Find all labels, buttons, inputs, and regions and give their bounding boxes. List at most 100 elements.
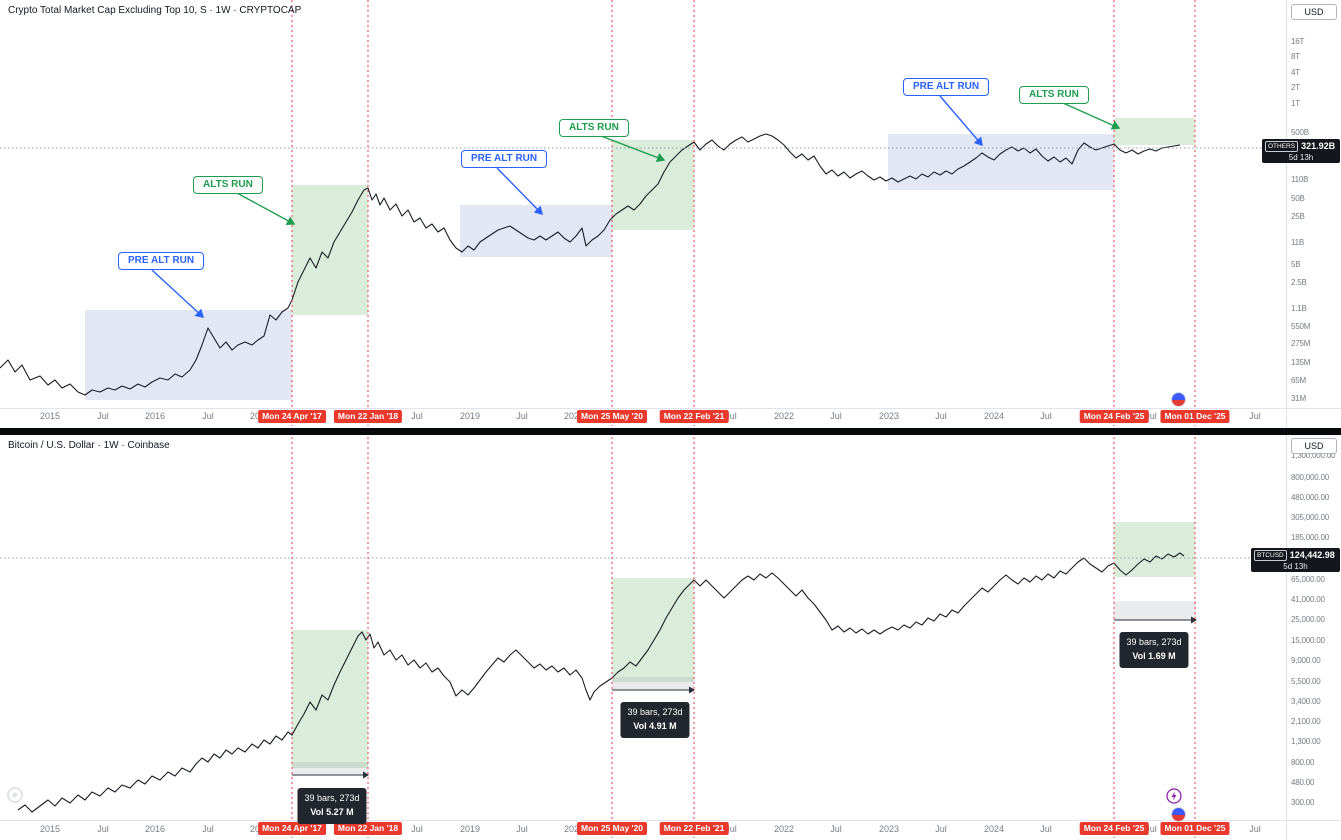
annotation-pre-alt-run[interactable]: PRE ALT RUN (461, 150, 548, 168)
annotation-pre-alt-run[interactable]: PRE ALT RUN (118, 252, 205, 270)
price-tick-label: 3,400.00 (1291, 697, 1321, 706)
annotation-alts-run[interactable]: ALTS RUN (193, 176, 263, 194)
callout-arrow (496, 167, 543, 216)
panel-divider[interactable] (0, 428, 1341, 435)
annotation-alts-run[interactable]: ALTS RUN (1019, 86, 1089, 104)
date-marker-label: Mon 01 Dec '25 (1160, 822, 1230, 835)
date-marker-label: Mon 25 May '20 (576, 410, 648, 423)
time-tick-label: Jul (97, 411, 109, 421)
last-price-tag-btcusd: BTCUSD 124,442.98 5d 13h (1251, 548, 1340, 572)
time-tick-label: Jul (516, 411, 528, 421)
time-tick-label: Jul (1040, 411, 1052, 421)
annotation-alts-run[interactable]: ALTS RUN (559, 119, 629, 137)
bottom-panel-title[interactable]: Bitcoin / U.S. Dollar · 1W · Coinbase (8, 440, 170, 451)
time-tick-label: Jul (935, 824, 947, 834)
highlight-region-pre-alt-run[interactable] (460, 205, 612, 257)
time-tick-label: 2019 (459, 411, 481, 421)
time-tick-label: 2020 (563, 824, 585, 834)
date-marker-label: Mon 22 Feb '21 (659, 822, 729, 835)
time-tick-label: 2019 (459, 824, 481, 834)
last-price-row: OTHERS 321.92B (1265, 140, 1337, 152)
price-tick-label: 65M (1291, 376, 1306, 385)
date-marker-label: Mon 24 Feb '25 (1079, 410, 1149, 423)
measure-info-box[interactable]: 39 bars, 273d Vol 4.91 M (620, 702, 690, 738)
time-tick-label: 2023 (878, 411, 900, 421)
price-tick-label: 2,100.00 (1291, 717, 1321, 726)
price-tick-label: 2.5B (1291, 278, 1307, 287)
price-tick-label: 110B (1291, 175, 1309, 184)
currency-toggle-bottom[interactable]: USD (1291, 438, 1337, 454)
time-tick-label: 2015 (39, 824, 61, 834)
boost-lightning-icon[interactable] (1166, 788, 1182, 809)
price-axis-separator[interactable] (1286, 0, 1287, 840)
measure-band[interactable] (292, 762, 368, 775)
price-tick-label: 1T (1291, 99, 1300, 108)
highlight-region-alts-run[interactable] (292, 185, 368, 315)
time-tick-label: Jul (1249, 411, 1261, 421)
symbol-badge-others: OTHERS (1265, 140, 1299, 152)
date-marker-label: Mon 22 Jan '18 (333, 822, 403, 835)
top-panel-title[interactable]: Crypto Total Market Cap Excluding Top 10… (8, 5, 302, 16)
price-tick-label: 11B (1291, 238, 1305, 247)
time-tick-label: 2022 (773, 411, 795, 421)
cryptocap-logo-icon (1171, 392, 1186, 407)
measure-band[interactable] (612, 677, 694, 690)
highlight-region-alts-run[interactable] (1114, 118, 1195, 145)
measure-info-box[interactable]: 39 bars, 273d Vol 5.27 M (297, 788, 367, 824)
price-tick-label: 800,000.00 (1291, 473, 1330, 482)
symbol-logo-icon-bottom[interactable] (1171, 807, 1186, 822)
date-marker-label: Mon 24 Apr '17 (258, 410, 326, 423)
last-price-value-others: 321.92B (1301, 141, 1336, 151)
price-tick-label: 15,000.00 (1291, 636, 1325, 645)
price-tick-label: 41,000.00 (1291, 595, 1325, 604)
highlight-region-alts-run[interactable] (292, 630, 368, 768)
annotation-pre-alt-run[interactable]: PRE ALT RUN (903, 78, 990, 96)
measure-info-box[interactable]: 39 bars, 273d Vol 1.69 M (1119, 632, 1189, 668)
price-tick-label: 25,000.00 (1291, 615, 1325, 624)
highlight-region-alts-run[interactable] (1114, 522, 1195, 577)
price-tick-label: 550M (1291, 322, 1311, 331)
price-tick-label: 480.00 (1291, 778, 1315, 787)
time-tick-label: 2016 (144, 824, 166, 834)
measure-bars-label: 39 bars, 273d (627, 707, 683, 717)
measure-volume-label: Vol 4.91 M (633, 720, 677, 731)
price-series-others[interactable] (0, 133, 1181, 396)
time-tick-label: Jul (830, 824, 842, 834)
time-tick-label: Jul (1040, 824, 1052, 834)
time-tick-label: Jul (725, 824, 737, 834)
time-tick-label: 2020 (563, 411, 585, 421)
price-tick-label: 300.00 (1291, 798, 1315, 807)
highlight-region-pre-alt-run[interactable] (888, 134, 1114, 190)
price-tick-label: 16T (1291, 37, 1305, 46)
price-tick-label: 65,000.00 (1291, 575, 1325, 584)
highlight-region-pre-alt-run[interactable] (85, 310, 292, 400)
time-tick-label: 2016 (144, 411, 166, 421)
measure-band[interactable] (1114, 601, 1196, 620)
highlight-region-alts-run[interactable] (612, 140, 694, 230)
bar-countdown-others: 5d 13h (1288, 152, 1314, 162)
coinbase-logo-icon (1171, 807, 1186, 822)
time-tick-label: Jul (725, 411, 737, 421)
price-tick-label: 135M (1291, 358, 1311, 367)
price-tick-label: 500B (1291, 128, 1309, 137)
callout-arrow (600, 135, 666, 163)
callout-arrow (939, 95, 983, 147)
time-tick-label: Jul (97, 824, 109, 834)
callout-arrow (1062, 102, 1121, 130)
symbol-logo-icon-top[interactable] (1171, 392, 1186, 407)
time-tick-label: Jul (411, 824, 423, 834)
price-tick-label: 800.00 (1291, 758, 1315, 767)
price-series-btcusd[interactable] (17, 552, 1185, 813)
measure-bars-label: 39 bars, 273d (1126, 637, 1182, 647)
price-tick-label: 25B (1291, 212, 1305, 221)
price-tick-label: 50B (1291, 194, 1305, 203)
symbol-badge-btcusd: BTCUSD (1254, 549, 1287, 561)
measure-volume-label: Vol 1.69 M (1132, 650, 1176, 661)
top-time-axis-line (0, 408, 1341, 409)
currency-toggle-top[interactable]: USD (1291, 4, 1337, 20)
time-tick-label: Jul (516, 824, 528, 834)
time-tick-label: 2024 (983, 824, 1005, 834)
last-price-value-btcusd: 124,442.98 (1289, 550, 1335, 560)
price-tick-label: 5,500.00 (1291, 677, 1321, 686)
